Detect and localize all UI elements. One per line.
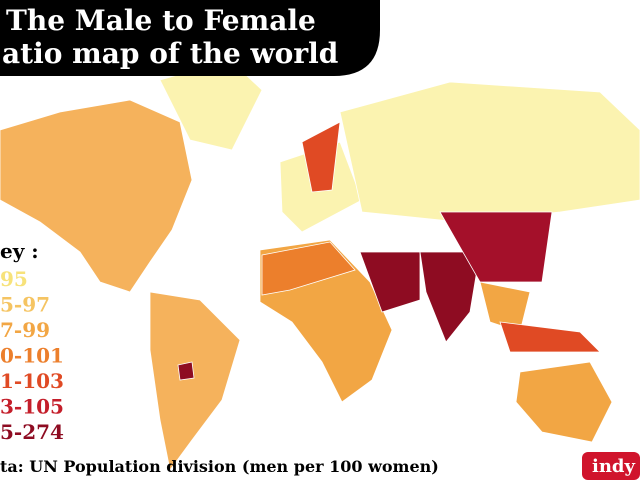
- world-map: [0, 59, 640, 471]
- title-banner: [0, 0, 380, 76]
- china: [439, 211, 553, 283]
- russia: [339, 81, 640, 223]
- key-item: 5-274: [0, 420, 64, 444]
- key-label: ey :: [0, 239, 39, 263]
- title-line: atio map of the world: [2, 37, 338, 70]
- title-line: The Male to Female: [6, 4, 316, 37]
- australia: [515, 361, 613, 443]
- south-america: [149, 291, 241, 471]
- key-item: 1-103: [0, 369, 64, 393]
- north-africa: [261, 241, 356, 296]
- key-item: 5-97: [0, 293, 50, 317]
- key-item: 3-105: [0, 395, 64, 419]
- middle-east: [359, 251, 421, 313]
- north-america: [0, 99, 193, 293]
- source-note: ta: UN Population division (men per 100 …: [0, 457, 439, 476]
- key-item: 95: [0, 267, 28, 291]
- paraguay: [177, 361, 195, 381]
- key-item: 7-99: [0, 318, 50, 342]
- key-item: 0-101: [0, 344, 64, 368]
- logo-badge: [582, 452, 640, 480]
- scandinavia: [301, 121, 341, 193]
- logo: indy: [592, 456, 636, 477]
- indonesia: [499, 321, 601, 353]
